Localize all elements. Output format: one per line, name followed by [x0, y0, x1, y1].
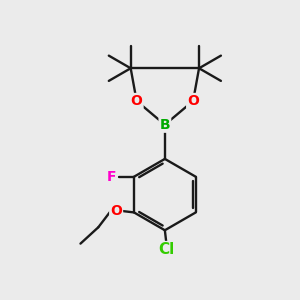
Text: Cl: Cl [158, 242, 175, 257]
Text: F: F [107, 170, 116, 184]
Text: O: O [110, 204, 122, 218]
Text: O: O [187, 94, 199, 108]
Text: O: O [131, 94, 142, 108]
Text: B: B [160, 118, 170, 132]
